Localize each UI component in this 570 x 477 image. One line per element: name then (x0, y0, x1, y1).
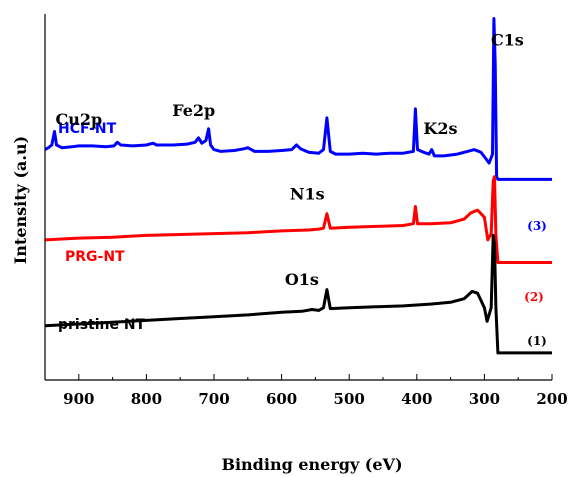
x-tick-label: 900 (63, 390, 94, 408)
plot-area (44, 17, 552, 355)
x-tick-label: 500 (334, 390, 365, 408)
x-ticks: 900 800 700 600 500 400 300 200 (44, 374, 568, 408)
chart-labels: HCF-NT (3) PRG-NT (2) pristine NT (1) C1s Cu2p F… (55, 31, 546, 348)
x-tick-label: 600 (266, 390, 297, 408)
y-axis-label: Intensity (a.u) (11, 136, 30, 264)
series-index-label: (1) (527, 334, 547, 348)
x-tick-label: 700 (198, 390, 229, 408)
series-index-label: (2) (524, 290, 544, 304)
series-name-label: pristine NT (58, 317, 146, 333)
x-tick-label: 800 (131, 390, 162, 408)
series-line-2 (44, 233, 552, 355)
series-index-label: (3) (527, 219, 547, 233)
peak-label: N1s (290, 184, 325, 203)
peak-label: Fe2p (172, 101, 215, 120)
series-line-0 (44, 17, 552, 181)
peak-label: K2s (423, 119, 457, 138)
x-tick-label: 200 (536, 390, 567, 408)
peak-label: C1s (491, 31, 524, 50)
series-name-label: PRG-NT (65, 249, 125, 265)
x-tick-label: 300 (469, 390, 500, 408)
peak-label: O1s (285, 270, 319, 289)
x-tick-label: 400 (401, 390, 432, 408)
peak-label: Cu2p (55, 110, 102, 129)
series-line-1 (44, 175, 552, 264)
series-name-label: HCF-NT (58, 121, 117, 137)
x-axis-label: Binding energy (eV) (221, 455, 402, 474)
